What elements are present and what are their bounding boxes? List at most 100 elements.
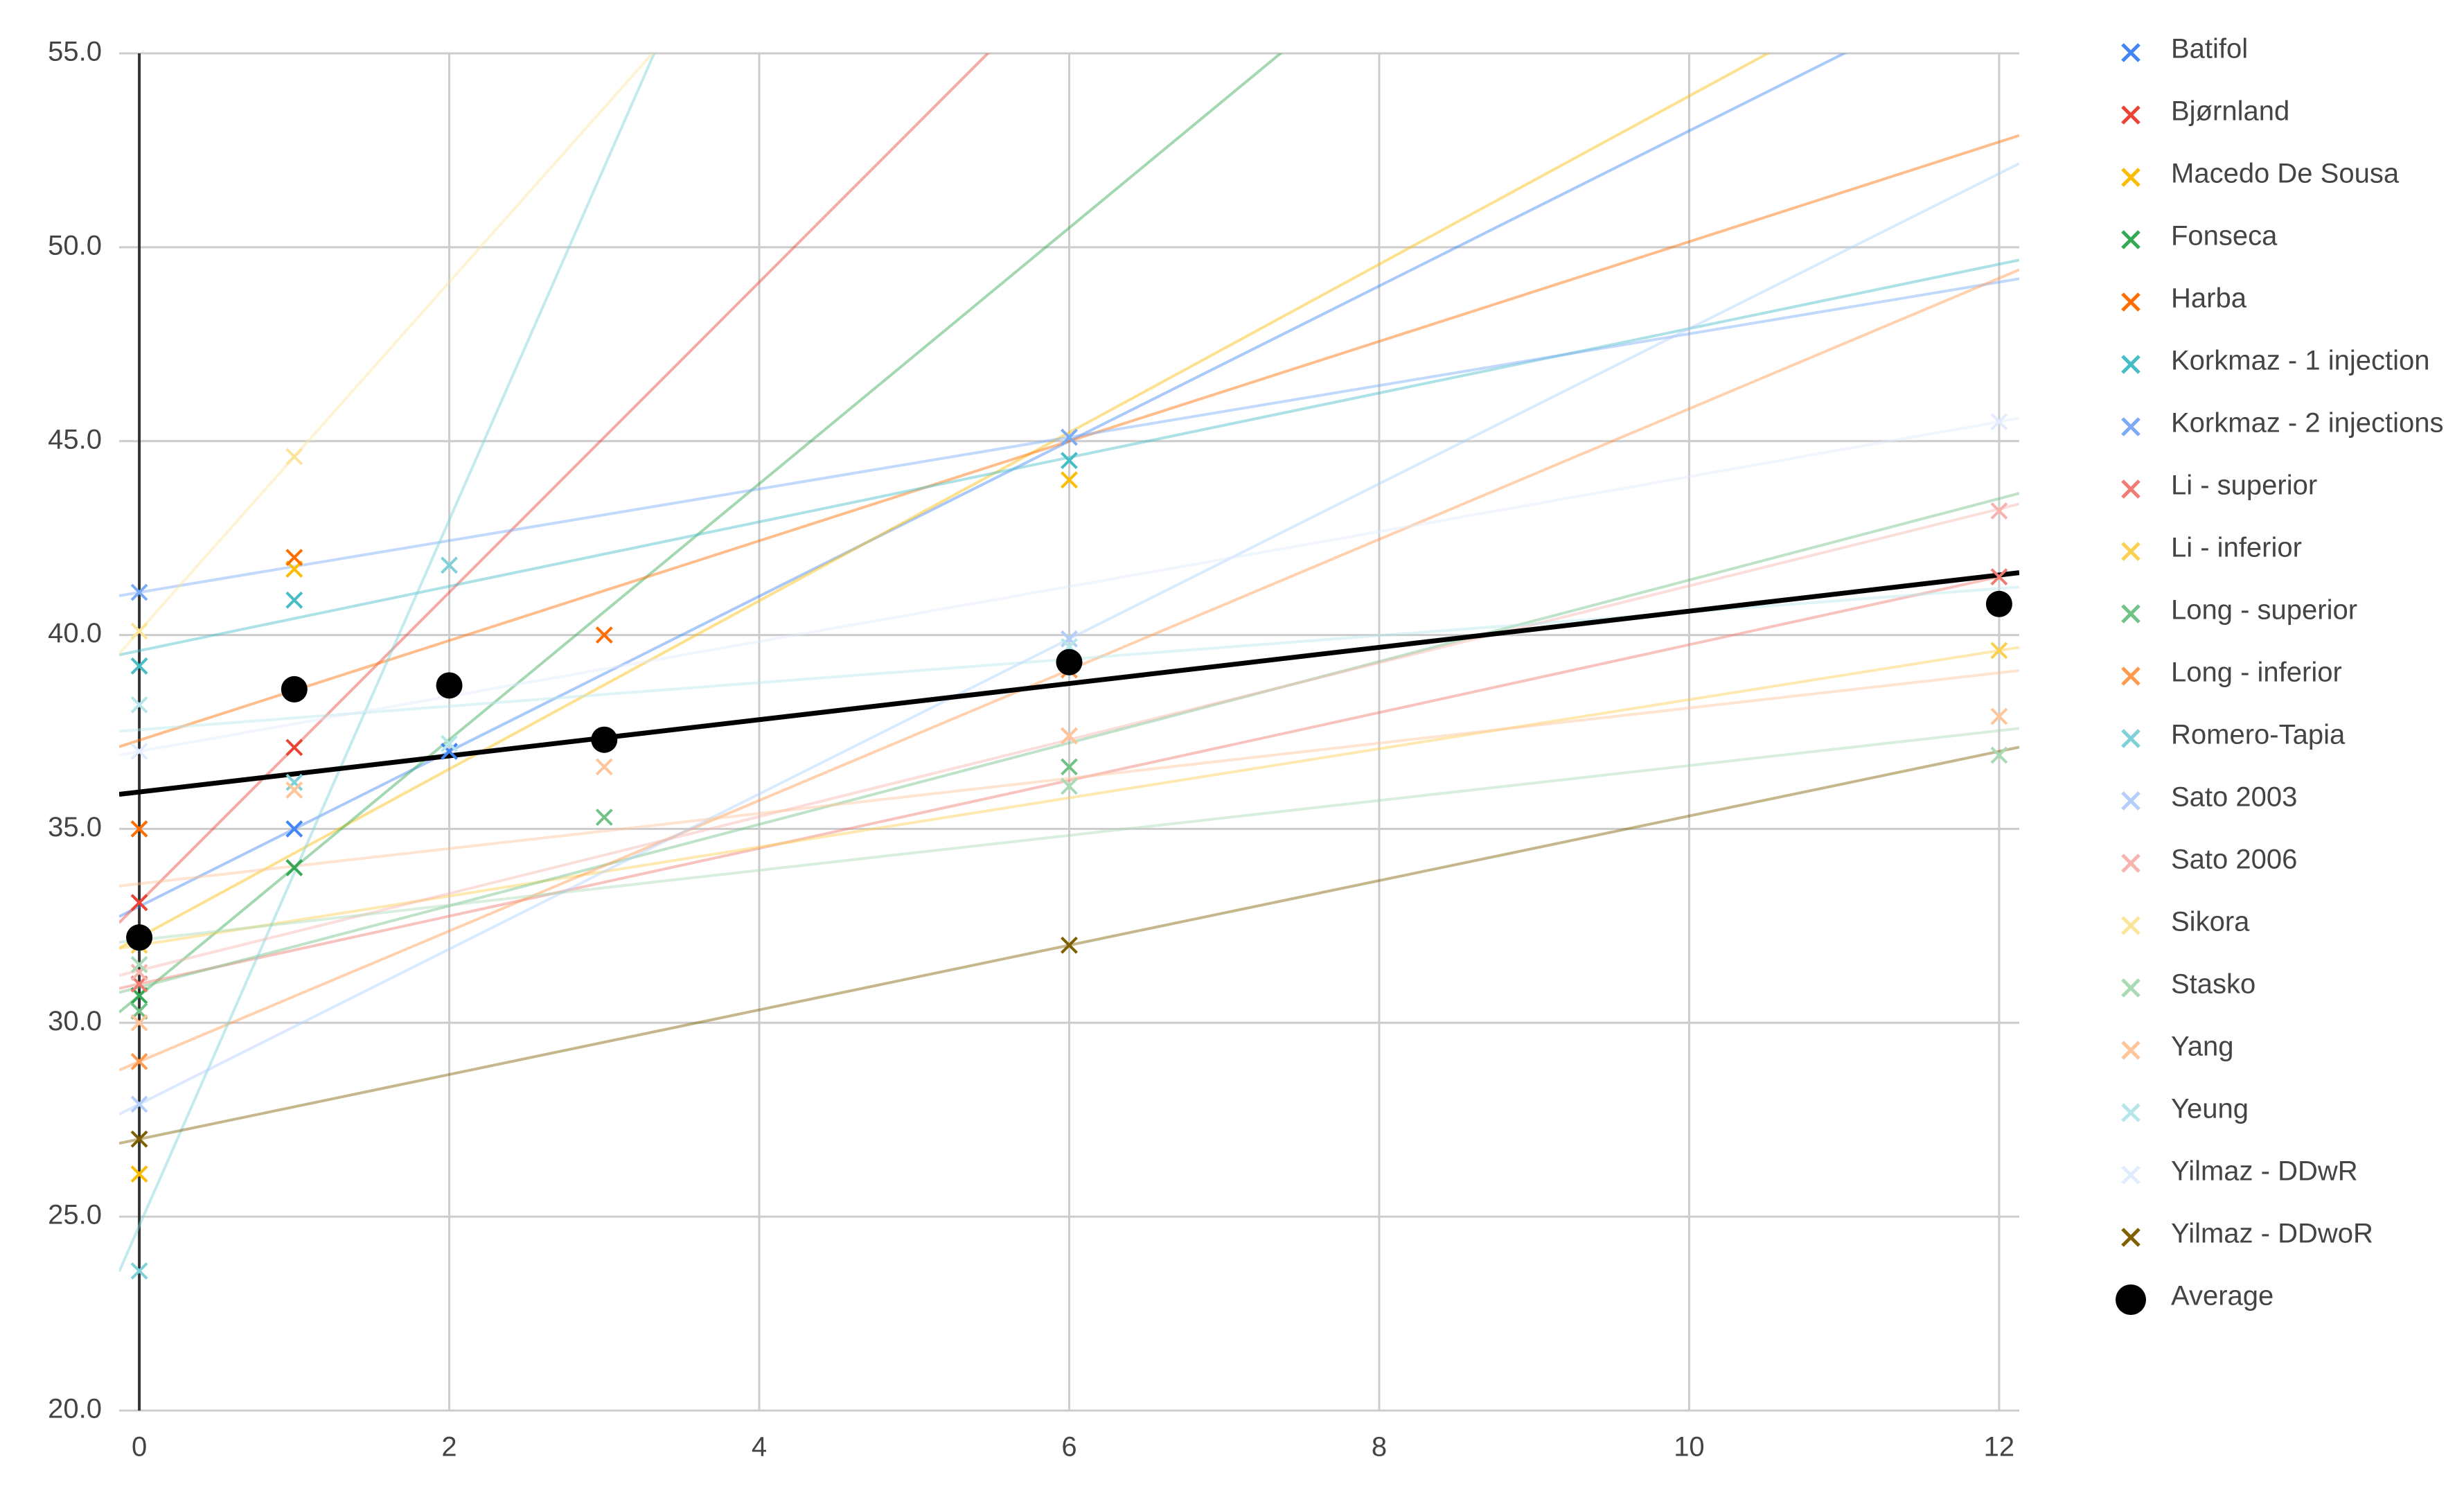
y-tick-label: 50.0 [48,230,102,260]
plot-area [119,53,2019,1280]
legend-marker [2121,604,2141,624]
trend-line [119,502,2019,977]
legend-label: Sato 2003 [2171,782,2297,813]
legend-label: Sato 2006 [2171,845,2297,875]
trend-line [119,669,2019,887]
x-tick-label: 8 [1372,1432,1387,1463]
point [130,1130,148,1148]
point [595,758,613,776]
legend-marker [2121,791,2141,811]
point [595,626,613,644]
point [1990,568,2008,586]
x-tick-label: 4 [752,1432,767,1463]
legend-marker [2121,417,2141,436]
trend-line [119,134,2019,748]
y-tick-label: 55.0 [48,37,102,67]
legend-marker [2121,1228,2141,1247]
point [436,672,463,699]
legend-label: Romero-Tapia [2171,720,2346,750]
y-tick-label: 40.0 [48,618,102,648]
legend-label: Korkmaz - 2 injections [2171,408,2443,439]
point [130,1052,148,1070]
point [130,955,148,973]
point [285,820,303,838]
point [130,583,148,601]
point [1061,777,1078,795]
legend-label: Bjørnland [2171,96,2289,127]
y-tick-label: 30.0 [48,1006,102,1036]
point [1061,471,1078,489]
trend-line [119,416,2019,757]
legend-marker [2121,355,2141,374]
trend-line [119,727,2019,944]
legend-marker [2121,105,2141,125]
trend-line [119,492,2019,994]
trend-line [119,258,2019,657]
point [595,809,613,827]
trend-line [119,53,990,924]
legend-label: Yilmaz - DDwR [2171,1156,2358,1187]
legend-marker [2121,854,2141,873]
legend-marker [2121,978,2141,998]
point [1985,590,2012,617]
legend-marker [2121,479,2141,499]
trend-line [119,53,656,1273]
point [1061,452,1078,470]
point [285,739,303,757]
point [1061,630,1078,648]
point [285,591,303,609]
point [1990,502,2008,520]
point [130,1165,148,1183]
legend-label: Average [2171,1281,2274,1311]
point [1990,746,2008,764]
legend-label: Stasko [2171,969,2255,1000]
legend-label: Long - inferior [2171,657,2342,688]
legend-label: Li - inferior [2171,533,2302,563]
point [1061,727,1078,745]
x-tick-label: 12 [1984,1432,2015,1463]
markers [126,413,2012,1280]
legend-label: Sikora [2171,907,2250,937]
legend-marker [2121,292,2141,312]
legend-label: Batifol [2171,34,2248,64]
point [441,556,458,574]
point [1990,413,2008,431]
legend-marker [2121,1041,2141,1060]
point [441,743,458,760]
legend-label: Fonseca [2171,221,2278,251]
legend-label: Yeung [2171,1094,2249,1124]
trend-line [119,571,2019,990]
legend-marker [2121,43,2141,62]
point [1990,707,2008,725]
point [1061,936,1078,954]
point [130,1095,148,1113]
point [130,657,148,675]
point [130,696,148,714]
legend-marker [2121,729,2141,748]
trend-line [119,646,2019,950]
legend-label: Macedo De Sousa [2171,159,2400,189]
trend-line [119,53,655,655]
point [1056,648,1083,675]
point [285,448,303,466]
legend-marker [2116,1284,2146,1315]
legend-label: Yang [2171,1032,2233,1062]
legend-label: Harba [2171,283,2247,314]
legend-marker [2121,1165,2141,1185]
trend-line [119,570,2019,797]
x-tick-label: 0 [132,1432,147,1463]
y-tick-label: 25.0 [48,1200,102,1230]
point [441,734,458,752]
y-tick-label: 20.0 [48,1394,102,1424]
point [130,820,148,838]
point [130,622,148,640]
point [285,549,303,567]
point [130,1014,148,1032]
legend-marker [2121,666,2141,686]
point [591,726,618,753]
legend-label: Li - superior [2171,470,2317,501]
point [285,781,303,799]
x-tick-label: 10 [1674,1432,1705,1463]
trend-line [119,53,1771,950]
